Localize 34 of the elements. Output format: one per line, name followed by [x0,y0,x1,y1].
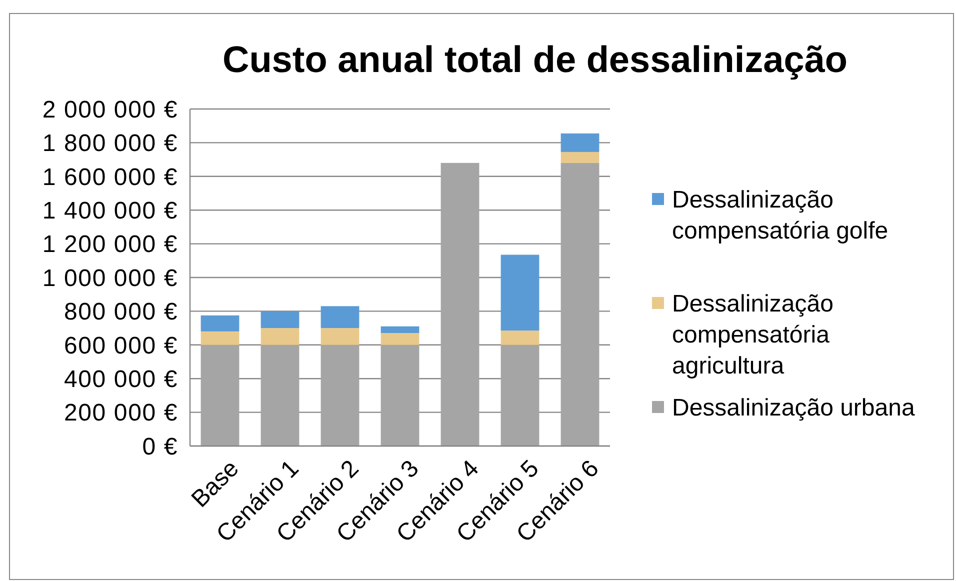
y-tick-label: 600 000 € [64,332,178,360]
legend-label: Dessalinização urbana [672,394,916,422]
bar [560,162,600,446]
bar [380,333,420,345]
bar [260,344,300,446]
y-tick-label: 200 000 € [64,400,178,427]
y-tick-label: 1 200 000 € [42,231,178,258]
bar [380,326,420,334]
y-tick-label: 1 000 000 € [42,264,178,292]
bar [200,331,240,345]
bar [560,152,600,163]
bar [260,328,300,345]
y-tick-label: 1 800 000 € [42,130,178,158]
bar [320,328,360,345]
bar [200,344,240,446]
y-tick-label: 1 400 000 € [42,198,178,224]
bar [440,162,480,446]
bar [320,306,360,328]
legend-label: Dessalinização compensatória agricultura [672,290,834,380]
bar [560,133,600,152]
bar [500,254,540,331]
y-tick-label: 0 € [142,433,178,460]
legend-label: Dessalinização compensatória golfe [672,186,888,244]
bar [380,344,420,446]
chart-title: Custo anual total de dessalinização [222,39,848,80]
bar [320,344,360,446]
bar [260,311,300,328]
y-tick-label: 2 000 000 € [42,96,178,124]
bar [200,315,240,332]
bar [500,344,540,446]
y-tick-label: 400 000 € [64,366,178,393]
bar [500,330,540,345]
y-tick-label: 1 600 000 € [42,164,178,191]
y-tick-label: 800 000 € [64,298,178,326]
